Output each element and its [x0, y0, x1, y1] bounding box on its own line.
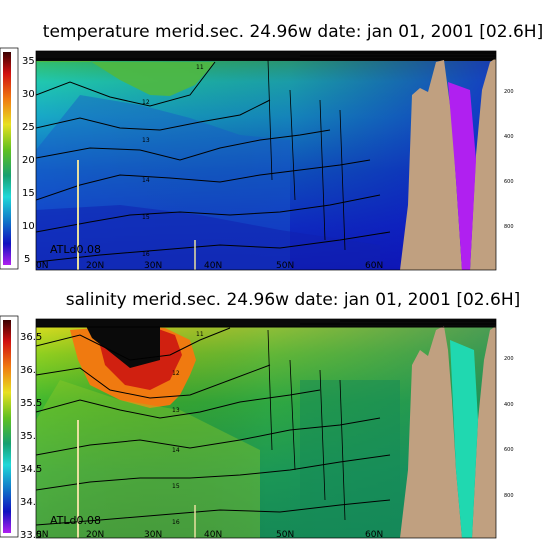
depth-tick-label: 800	[504, 224, 514, 230]
depth-tick-label: 800	[504, 493, 514, 499]
latitude-tick-label: 0N	[36, 261, 48, 271]
depth-tick-label: 600	[504, 447, 514, 453]
temperature-colorbar-tick: 25	[22, 122, 35, 133]
contour-label: 15	[172, 483, 180, 490]
contour-label: 14	[142, 177, 150, 184]
salinity-colorbar-tick: 34.5	[20, 464, 42, 475]
contour-label: 16	[142, 251, 150, 258]
salinity-colorbar-tick: 35.	[20, 431, 36, 442]
depth-tick-label: 200	[504, 356, 514, 362]
model-tag: ATLd0.08	[50, 514, 101, 527]
latitude-tick-label: 20N	[86, 261, 104, 271]
contour-label: 16	[172, 519, 180, 526]
depth-tick-label: 600	[504, 179, 514, 185]
temperature-colorbar	[3, 52, 11, 265]
contour-label: 11	[196, 331, 204, 338]
salinity-colorbar-tick: 34.	[20, 497, 36, 508]
contour-label: 15	[142, 214, 150, 221]
latitude-tick-label: 40N	[204, 530, 222, 540]
latitude-tick-label: 50N	[276, 530, 294, 540]
latitude-tick-label: 0N	[36, 530, 48, 540]
model-tag: ATLd0.08	[50, 243, 101, 256]
latitude-tick-label: 30N	[144, 261, 162, 271]
temperature-colorbar-tick: 20	[22, 155, 35, 166]
temperature-colorbar-tick: 15	[22, 188, 35, 199]
salinity-colorbar-tick: 33.5	[20, 530, 42, 541]
salinity-colorbar-tick: 35.5	[20, 398, 42, 409]
temperature-colorbar-tick: 5	[24, 254, 30, 265]
contour-label: 13	[142, 137, 150, 144]
temperature-colorbar-tick: 30	[22, 89, 35, 100]
temperature-section-plot: 35 30 25 20 15 10 5 11 12 13 14 15 16 20…	[0, 47, 514, 271]
depth-tick-label: 200	[504, 89, 514, 95]
depth-tick-label: 400	[504, 134, 514, 140]
temperature-colorbar-tick: 35	[22, 56, 35, 67]
temperature-colorbar-tick: 10	[22, 221, 35, 232]
seafloor-landmass	[400, 60, 462, 270]
contour-label: 12	[172, 370, 180, 377]
contour-label: 13	[172, 407, 180, 414]
latitude-tick-label: 20N	[86, 530, 104, 540]
latitude-tick-label: 50N	[276, 261, 294, 271]
salinity-colorbar	[3, 320, 11, 533]
salinity-section-plot: 36.5 36. 35.5 35. 34.5 34. 33.5 11 12 13…	[0, 315, 514, 541]
latitude-tick-label: 40N	[204, 261, 222, 271]
contour-label: 14	[172, 447, 180, 454]
temperature-chart-title: temperature merid.sec. 24.96w date: jan …	[42, 22, 542, 42]
contour-label: 11	[196, 64, 204, 71]
latitude-tick-label: 60N	[365, 530, 383, 540]
seafloor-landmass	[400, 326, 462, 538]
depth-tick-label: 400	[504, 402, 514, 408]
latitude-tick-label: 30N	[144, 530, 162, 540]
salinity-chart-title: salinity merid.sec. 24.96w date: jan 01,…	[65, 290, 521, 310]
latitude-tick-label: 60N	[365, 261, 383, 271]
salinity-colorbar-tick: 36.	[20, 365, 36, 376]
contour-label: 12	[142, 99, 150, 106]
salinity-colorbar-tick: 36.5	[20, 332, 42, 343]
